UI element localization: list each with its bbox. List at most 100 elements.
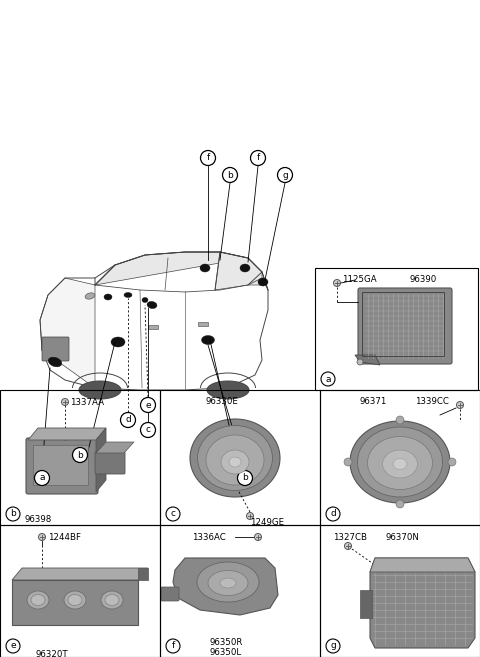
Ellipse shape (64, 591, 86, 609)
Ellipse shape (197, 562, 259, 602)
Text: b: b (242, 474, 248, 482)
Circle shape (223, 168, 238, 183)
Ellipse shape (240, 264, 250, 272)
Circle shape (6, 507, 20, 521)
Ellipse shape (207, 381, 249, 399)
FancyBboxPatch shape (95, 452, 125, 474)
Ellipse shape (85, 293, 95, 299)
Text: f: f (256, 154, 260, 162)
Polygon shape (28, 428, 106, 440)
Ellipse shape (221, 450, 249, 474)
Circle shape (120, 413, 135, 428)
Text: 96370N: 96370N (385, 533, 419, 542)
Ellipse shape (105, 595, 119, 606)
Circle shape (321, 372, 335, 386)
Ellipse shape (208, 570, 248, 595)
Bar (360, 590, 372, 618)
Ellipse shape (197, 426, 273, 491)
Bar (320, 525, 480, 657)
Circle shape (334, 279, 340, 286)
Text: c: c (145, 426, 151, 434)
Polygon shape (12, 568, 148, 580)
Text: d: d (125, 415, 131, 424)
Text: 96390: 96390 (410, 275, 437, 284)
Polygon shape (370, 558, 475, 572)
Text: 96350L: 96350L (210, 648, 242, 657)
Circle shape (326, 507, 340, 521)
Bar (198, 322, 208, 326)
Bar (148, 325, 158, 329)
Polygon shape (370, 558, 475, 648)
Text: c: c (232, 455, 238, 464)
Text: f: f (206, 154, 210, 162)
Text: d: d (330, 509, 336, 518)
Ellipse shape (258, 278, 268, 286)
Circle shape (238, 470, 252, 486)
Ellipse shape (393, 459, 407, 470)
Polygon shape (355, 355, 380, 365)
Circle shape (72, 447, 87, 463)
Ellipse shape (383, 450, 418, 478)
FancyBboxPatch shape (358, 288, 452, 364)
Text: c: c (170, 509, 176, 518)
Ellipse shape (368, 436, 432, 489)
Ellipse shape (142, 298, 148, 302)
Circle shape (448, 458, 456, 466)
Ellipse shape (190, 419, 280, 497)
Text: b: b (227, 171, 233, 179)
Circle shape (61, 399, 69, 405)
Bar (362, 292, 444, 356)
Ellipse shape (101, 591, 123, 609)
Text: e: e (145, 401, 151, 409)
Circle shape (357, 359, 363, 365)
Polygon shape (40, 278, 95, 388)
Bar (320, 390, 480, 525)
Text: e: e (10, 641, 16, 650)
Text: a: a (39, 474, 45, 482)
Text: 96330E: 96330E (205, 397, 238, 406)
FancyBboxPatch shape (42, 337, 69, 361)
FancyBboxPatch shape (161, 587, 179, 601)
Polygon shape (96, 442, 134, 453)
Circle shape (344, 458, 352, 466)
Ellipse shape (68, 595, 82, 606)
Text: f: f (171, 641, 175, 650)
Circle shape (228, 453, 242, 468)
Text: 96350R: 96350R (210, 638, 243, 647)
Circle shape (277, 168, 292, 183)
Bar (315, 268, 478, 390)
Circle shape (396, 500, 404, 508)
Polygon shape (215, 252, 262, 290)
Ellipse shape (48, 357, 62, 367)
Bar (33, 445, 88, 485)
Text: 1339CC: 1339CC (415, 397, 449, 406)
Ellipse shape (229, 457, 241, 467)
Circle shape (326, 639, 340, 653)
Text: g: g (282, 171, 288, 179)
Ellipse shape (147, 302, 157, 309)
Bar (160, 390, 320, 525)
Ellipse shape (79, 381, 121, 399)
Circle shape (6, 639, 20, 653)
Ellipse shape (200, 264, 210, 272)
Text: 1327CB: 1327CB (333, 533, 367, 542)
Polygon shape (173, 558, 278, 615)
Circle shape (456, 401, 464, 409)
Text: g: g (330, 641, 336, 650)
Bar (0, 525, 160, 657)
Text: b: b (77, 451, 83, 459)
Bar (0, 390, 160, 525)
Ellipse shape (358, 427, 443, 497)
Ellipse shape (31, 595, 45, 606)
Circle shape (201, 150, 216, 166)
Bar (12, 580, 138, 625)
Text: 1249GE: 1249GE (250, 518, 284, 527)
Circle shape (247, 512, 253, 520)
Polygon shape (96, 428, 106, 492)
Text: 96320T: 96320T (35, 650, 68, 657)
Ellipse shape (104, 294, 112, 300)
Circle shape (141, 422, 156, 438)
Text: a: a (325, 374, 331, 384)
Ellipse shape (124, 292, 132, 298)
Text: 1244BF: 1244BF (48, 533, 81, 542)
